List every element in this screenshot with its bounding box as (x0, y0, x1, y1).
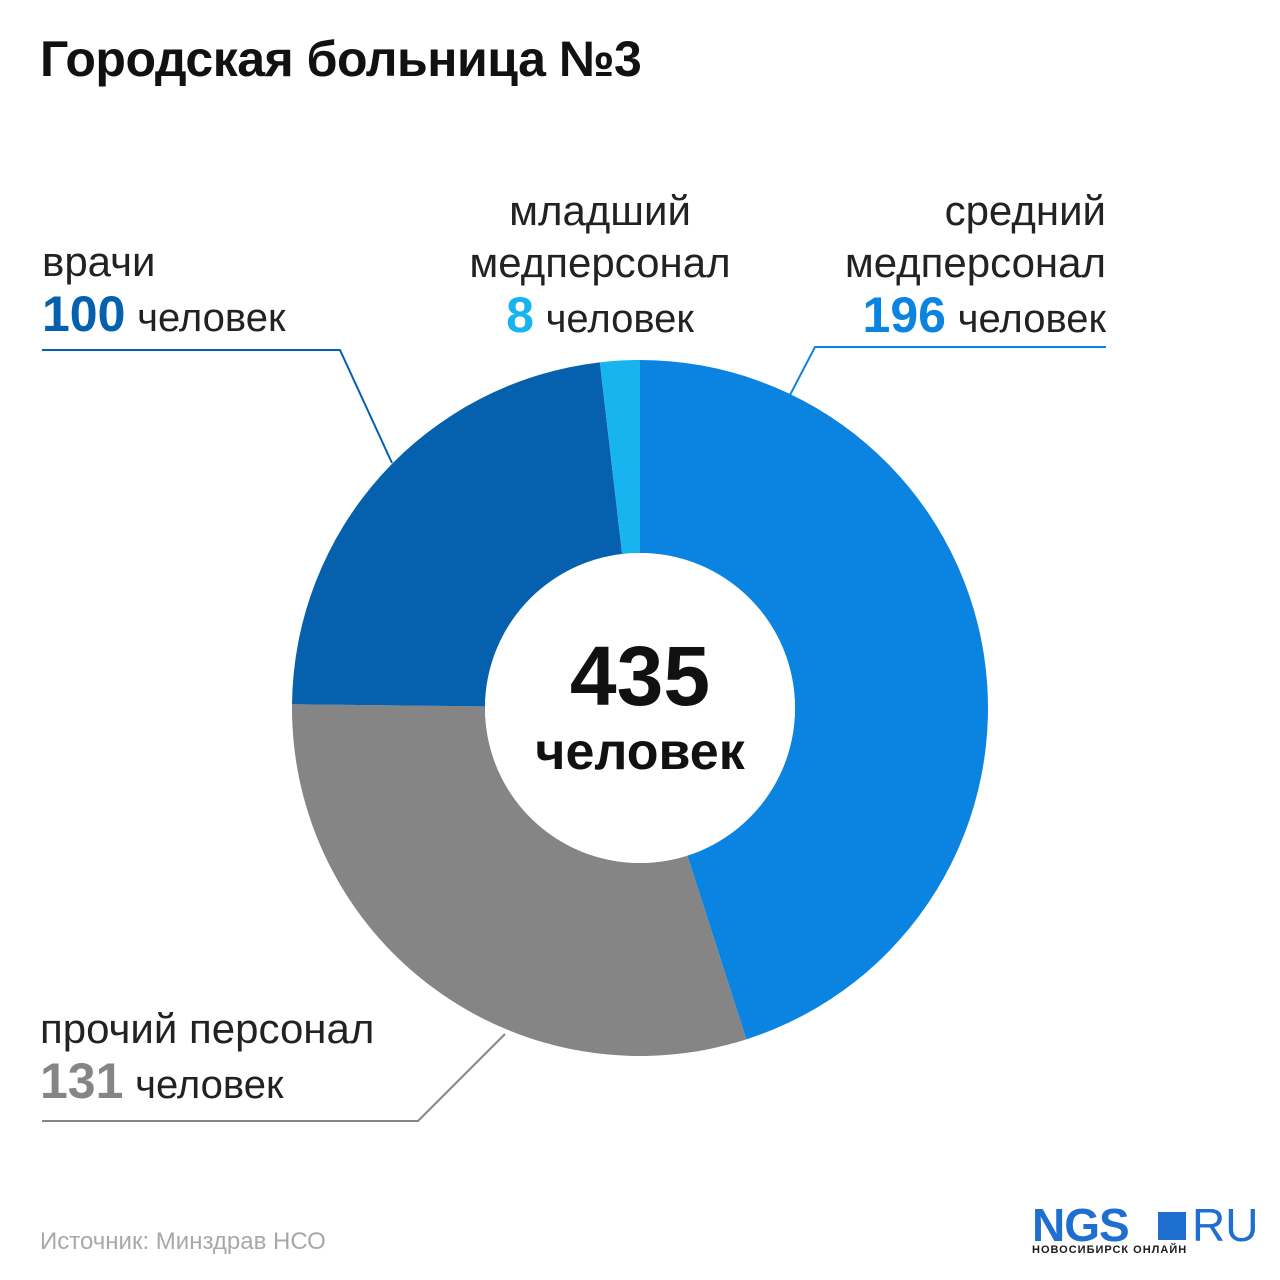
label-junior-name-2: медперсонал (469, 239, 731, 286)
label-other-name: прочий персонал (40, 1005, 375, 1052)
leader-lines (42, 346, 1106, 1122)
label-doctors-name: врачи (42, 238, 156, 285)
logo-square-icon (1158, 1212, 1186, 1240)
donut-slice-4 (599, 360, 640, 555)
label-doctors-value: 100 (42, 286, 126, 342)
label-middle-name-1: средний (944, 187, 1106, 234)
donut-slice-2 (291, 704, 747, 1056)
total-center: 435 человек (485, 630, 795, 782)
page-title: Городская больница №3 (40, 31, 642, 87)
label-junior-name-1: младший (509, 187, 691, 234)
label-middle-staff: средний медперсонал 196 человек (845, 185, 1106, 345)
label-middle-value: 196 (862, 287, 946, 343)
label-doctors-unit: человек (137, 296, 286, 340)
label-middle-unit: человек (957, 297, 1106, 341)
label-junior-staff: младший медперсонал 8 человек (445, 185, 755, 345)
label-junior-unit: человек (545, 297, 694, 341)
donut-slice-1 (640, 360, 989, 1040)
ngs-logo: NGS RU НОВОСИБИРСК ОНЛАЙН (1032, 1200, 1258, 1260)
label-other-unit: человек (135, 1063, 284, 1107)
source-note: Источник: Минздрав НСО (40, 1228, 326, 1255)
label-junior-value: 8 (506, 287, 534, 343)
logo-subtitle: НОВОСИБИРСК ОНЛАЙН (1032, 1244, 1188, 1256)
logo-ru-text: RU (1192, 1199, 1259, 1251)
donut-hole (485, 553, 795, 863)
label-middle-name-2: медперсонал (844, 239, 1106, 286)
leader-doctors (42, 349, 393, 464)
total-value: 435 (569, 629, 711, 723)
label-other-value: 131 (40, 1053, 124, 1109)
label-other-staff: прочий персонал 131 человек (40, 1003, 374, 1111)
total-unit: человек (535, 723, 745, 781)
leader-other (42, 1033, 506, 1122)
donut-slices (291, 360, 989, 1056)
donut-slice-3 (292, 362, 623, 707)
logo-ngs-text: NGS (1032, 1199, 1130, 1251)
label-doctors: врачи 100 человек (42, 236, 285, 344)
leader-middle (789, 346, 1106, 396)
